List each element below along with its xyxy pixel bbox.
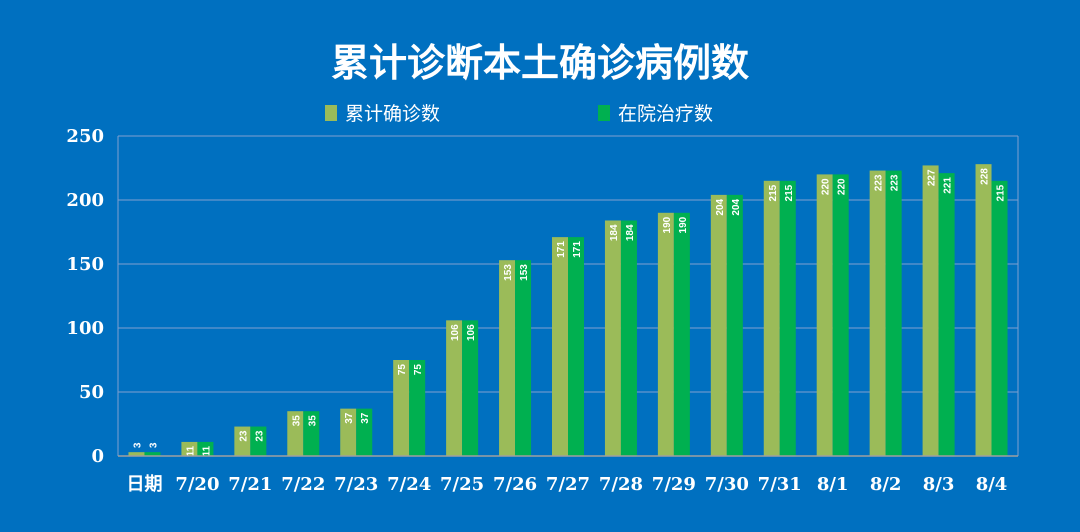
x-tick-label: 8/3 [923, 474, 955, 495]
data-label: 204 [731, 198, 742, 215]
data-label: 153 [519, 264, 530, 281]
data-label: 171 [572, 241, 583, 258]
bar [938, 173, 955, 456]
bar [975, 164, 992, 456]
bar [499, 260, 516, 456]
data-label: 190 [662, 216, 673, 233]
data-label: 228 [980, 168, 991, 185]
bar [816, 174, 833, 456]
bar [393, 360, 410, 456]
data-label: 37 [344, 412, 355, 424]
data-label: 220 [837, 178, 848, 195]
data-label: 223 [874, 174, 885, 191]
data-label: 184 [625, 224, 636, 241]
data-label: 37 [360, 412, 371, 424]
bar [409, 360, 426, 456]
x-tick-label: 7/29 [652, 474, 696, 495]
x-tick-label: 7/26 [493, 474, 537, 495]
data-label: 75 [397, 364, 408, 376]
data-label: 35 [291, 415, 302, 427]
y-tick-label: 200 [66, 190, 104, 211]
data-label: 23 [238, 430, 249, 442]
bar [922, 165, 939, 456]
bar [462, 320, 479, 456]
bar [356, 408, 373, 456]
x-tick-label: 8/1 [817, 474, 849, 495]
data-label: 75 [413, 364, 424, 376]
y-tick-label: 250 [66, 126, 104, 147]
legend-swatch [325, 105, 337, 121]
data-label: 23 [254, 430, 265, 442]
legend-swatch [598, 105, 610, 121]
bar [287, 411, 304, 456]
data-label: 11 [185, 445, 196, 456]
bar [197, 441, 214, 456]
x-tick-label: 7/24 [387, 474, 431, 495]
x-tick-label: 7/27 [546, 474, 590, 495]
x-tick-label: 7/23 [334, 474, 378, 495]
bar [303, 411, 320, 456]
bar [234, 426, 251, 456]
x-tick-label: 7/30 [705, 474, 749, 495]
bar [620, 220, 637, 456]
x-tick-label: 7/21 [228, 474, 272, 495]
data-label: 35 [307, 415, 318, 427]
x-tick-label: 7/31 [758, 474, 802, 495]
legend-label: 累计确诊数 [345, 103, 440, 125]
data-label: 190 [678, 216, 689, 233]
bar [250, 426, 267, 456]
data-label: 220 [821, 178, 832, 195]
x-tick-label: 7/22 [281, 474, 325, 495]
bar [710, 194, 727, 456]
x-tick-label: 7/20 [175, 474, 219, 495]
bar [604, 220, 621, 456]
bar [657, 212, 674, 456]
data-label: 215 [768, 184, 779, 201]
legend-label: 在院治疗数 [618, 103, 713, 125]
bar [144, 452, 161, 456]
y-tick-label: 50 [79, 382, 104, 403]
bar [128, 452, 145, 456]
bar [552, 237, 568, 456]
data-label: 3 [148, 442, 159, 448]
bar [763, 180, 780, 457]
bar [991, 180, 1008, 457]
data-label: 204 [715, 198, 726, 215]
data-label: 3 [132, 442, 143, 448]
bar [673, 212, 690, 456]
bar [340, 408, 357, 456]
data-label: 106 [466, 324, 477, 341]
y-tick-label: 100 [66, 318, 104, 339]
data-label: 184 [609, 224, 620, 241]
data-label: 227 [927, 169, 938, 186]
y-tick-label: 150 [66, 254, 104, 275]
bar [885, 170, 902, 456]
chart-title: 累计诊断本土确诊病例数 [330, 41, 749, 85]
bar [568, 237, 584, 456]
data-label: 223 [890, 174, 901, 191]
bar [515, 260, 532, 456]
bar [869, 170, 886, 456]
x-tick-label: 8/4 [976, 474, 1008, 495]
bar [832, 174, 849, 456]
data-label: 153 [503, 264, 514, 281]
bar [181, 441, 198, 456]
data-label: 171 [556, 241, 567, 258]
bar [779, 180, 796, 457]
data-label: 11 [201, 445, 212, 456]
data-label: 106 [450, 324, 461, 341]
x-tick-label: 7/25 [440, 474, 484, 495]
bar [446, 320, 463, 456]
x-tick-label: 8/2 [870, 474, 902, 495]
x-tick-label: 7/28 [599, 474, 643, 495]
y-tick-label: 0 [91, 446, 104, 467]
data-label: 215 [996, 184, 1007, 201]
data-label: 215 [784, 184, 795, 201]
data-label: 221 [943, 177, 954, 194]
x-tick-label: 日期 [126, 474, 162, 495]
bar [726, 194, 743, 456]
